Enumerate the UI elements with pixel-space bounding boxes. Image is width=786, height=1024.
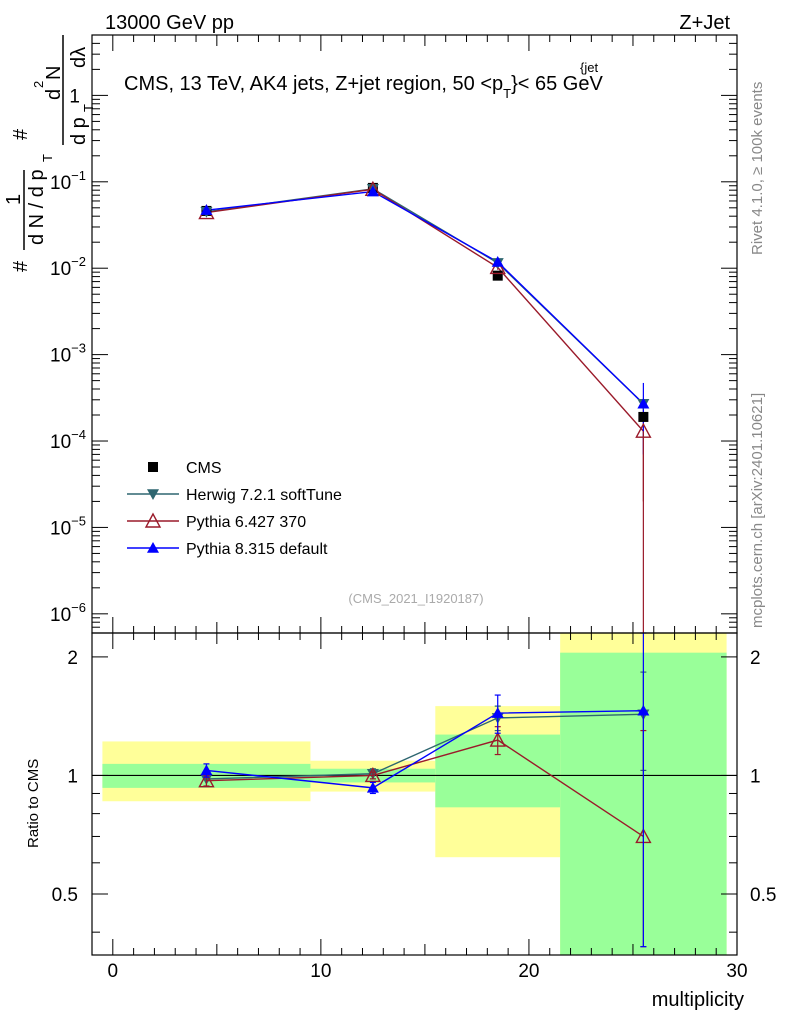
y-tick-label: 10−2 — [50, 254, 86, 280]
y-label-part: # — [10, 260, 32, 272]
series-point — [489, 258, 506, 275]
ratio-tick-label-right: 2 — [750, 648, 761, 669]
legend-marker — [147, 489, 159, 500]
y-label-part: d — [43, 89, 65, 100]
y-tick-label: 10−4 — [50, 427, 86, 453]
ratio-series-point — [491, 707, 504, 718]
ratio-tick-label-left: 1 — [67, 766, 78, 787]
y-tick-label: 10−1 — [50, 168, 86, 194]
y-label-part: d N / d p — [26, 169, 48, 245]
y-tick-exponent: −5 — [71, 513, 86, 528]
plot-title-superscript: {jet — [580, 60, 598, 75]
y-label-part: dλ — [68, 47, 90, 68]
legend-label: CMS — [186, 460, 222, 477]
legend: CMS Herwig 7.2.1 softTune Pythia 6.427 370… — [127, 460, 342, 558]
series-point — [635, 422, 652, 438]
ratio-plot-marks — [92, 632, 737, 948]
ratio-series-line — [206, 713, 644, 780]
data-point — [638, 411, 649, 422]
ratio-tick-label-left: 0.5 — [52, 885, 78, 906]
y-label-part: N — [43, 66, 65, 80]
ratio-y-axis-label: Ratio to CMS — [25, 759, 42, 848]
legend-marker — [147, 542, 159, 553]
plot-title: CMS, 13 TeV, AK4 jets, Z+jet region, 50 … — [124, 73, 603, 101]
series-line — [206, 190, 644, 405]
legend-marker — [144, 512, 162, 528]
y-label-part: 2 — [31, 81, 46, 88]
plot-title-end: }< 65 GeV — [511, 73, 603, 95]
y-tick-exponent: −6 — [71, 600, 86, 615]
legend-label: Pythia 8.315 default — [186, 541, 328, 558]
process-label: Z+Jet — [679, 12, 730, 34]
y-tick-label: 10−3 — [50, 341, 86, 367]
ratio-series-point — [198, 772, 215, 788]
ratio-tick-label-left: 2 — [67, 648, 78, 669]
y-tick-exponent: −4 — [71, 427, 86, 442]
x-axis-label: multiplicity — [652, 989, 744, 1011]
main-y-axis-label: # 1 d N / d p T # d p T d 2 N dλ — [3, 35, 96, 272]
ratio-panel-frame — [91, 632, 738, 956]
x-tick-label: 20 — [518, 961, 539, 982]
y-label-part: # — [10, 128, 32, 140]
series-point — [491, 255, 504, 267]
ratio-series-line — [206, 739, 644, 838]
y-tick-base: 10 — [50, 518, 71, 539]
y-label-part: d p — [68, 117, 90, 145]
plot-title-main: CMS, 13 TeV, AK4 jets, Z+jet region, 50 … — [124, 73, 503, 95]
y-label-part: T — [40, 154, 55, 162]
legend-label: Herwig 7.2.1 softTune — [186, 487, 342, 504]
y-label-part: T — [81, 104, 96, 112]
energy-label: 13000 GeV pp — [105, 12, 234, 34]
series-point — [200, 204, 213, 215]
ratio-series-point — [489, 731, 506, 747]
x-tick-label: 30 — [726, 961, 747, 982]
x-tick-label: 10 — [310, 961, 331, 982]
rivet-version-label: Rivet 4.1.0, ≥ 100k events — [749, 82, 766, 255]
y-tick-label: 10−5 — [50, 513, 86, 539]
y-tick-exponent: −2 — [71, 254, 86, 269]
series-line — [206, 188, 644, 432]
x-tick-label: 0 — [108, 961, 119, 982]
ratio-uncertainty-bands — [102, 633, 727, 955]
y-tick-base: 10 — [50, 346, 71, 367]
data-point — [492, 270, 503, 281]
y-tick-base: 10 — [50, 259, 71, 280]
series-point — [637, 397, 650, 409]
ratio-tick-label-right: 0.5 — [750, 885, 776, 906]
ratio-tick-label-right: 1 — [750, 766, 761, 787]
y-tick-exponent: −3 — [71, 341, 86, 356]
legend-label: Pythia 6.427 370 — [186, 514, 306, 531]
y-tick-base: 10 — [50, 173, 71, 194]
main-plot-marks — [198, 180, 652, 633]
plot-title-subscript: T — [503, 86, 511, 101]
ratio-series-point — [200, 764, 213, 776]
y-tick-label: 10−6 — [50, 600, 86, 626]
y-tick-label: 1 — [69, 86, 80, 107]
ratio-series-line — [206, 710, 644, 789]
legend-marker — [148, 462, 158, 472]
ratio-series-point — [366, 781, 379, 793]
series-point — [366, 185, 379, 197]
y-tick-exponent: −1 — [71, 168, 86, 183]
y-tick-base: 10 — [50, 605, 71, 626]
ratio-series-point — [637, 704, 650, 716]
ratio-series-point — [364, 766, 382, 783]
analysis-id-watermark: (CMS_2021_I1920187) — [348, 591, 483, 606]
mcplots-label: mcplots.cern.ch [arXiv:2401.10621] — [749, 393, 766, 628]
y-tick-base: 10 — [50, 432, 71, 453]
y-label-part: 1 — [3, 194, 25, 205]
